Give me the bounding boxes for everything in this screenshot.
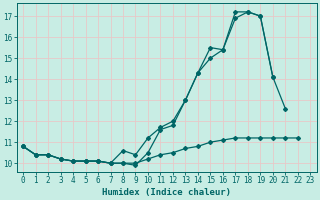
X-axis label: Humidex (Indice chaleur): Humidex (Indice chaleur) — [102, 188, 231, 197]
